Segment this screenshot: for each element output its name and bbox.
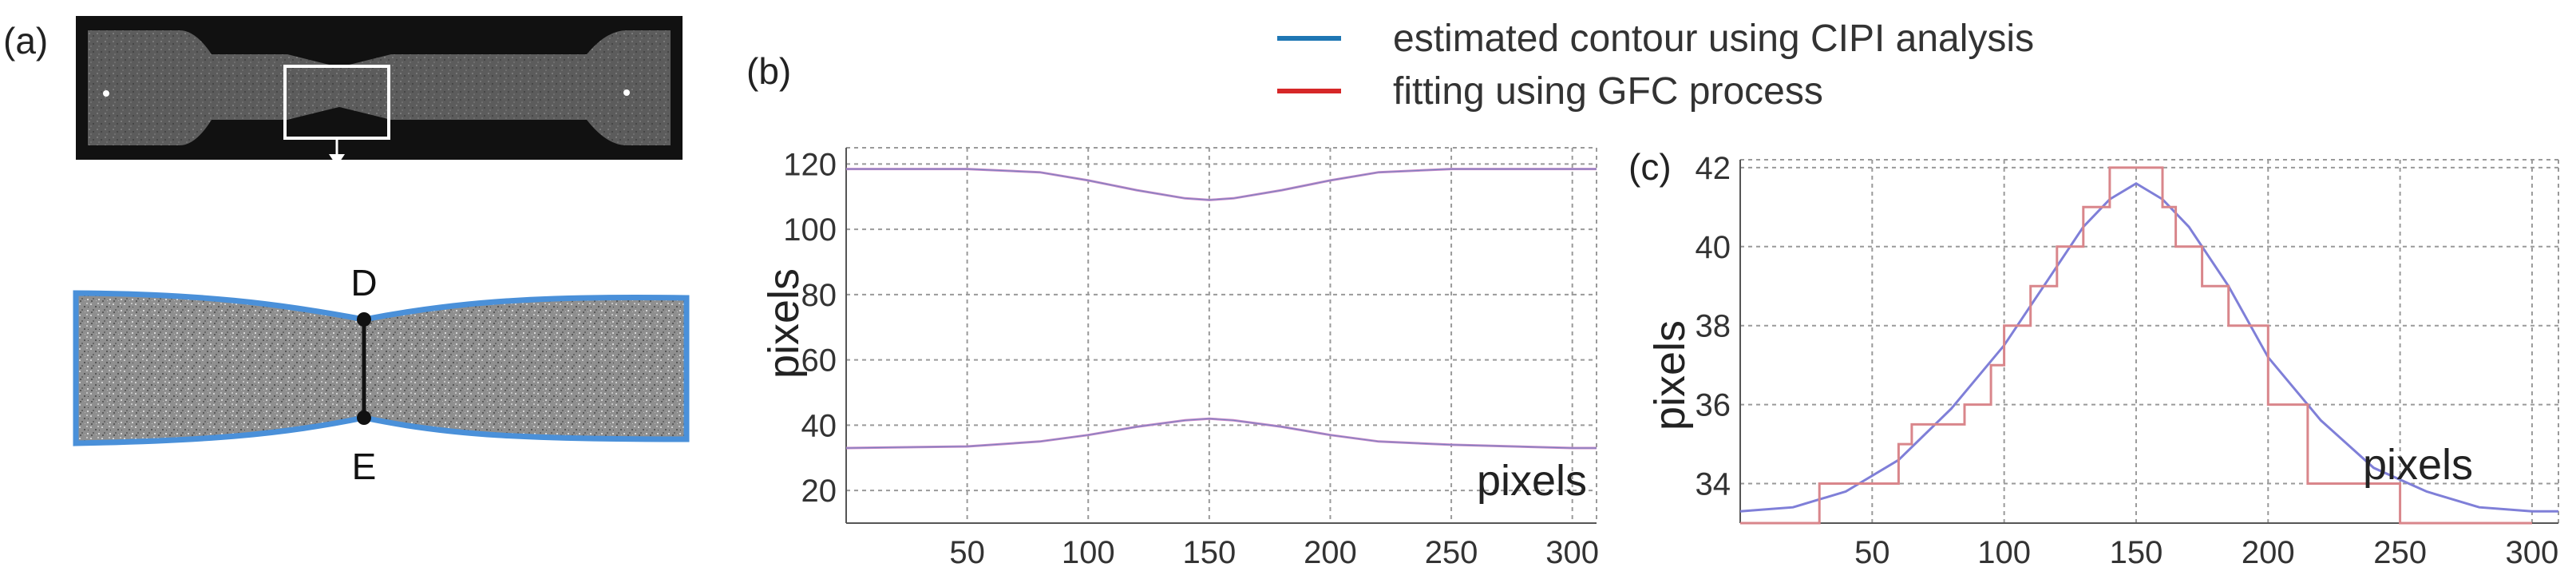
chart-b-xlabel: pixels — [1477, 457, 1587, 505]
chart-b: 50 100 150 200 250 300 20 40 60 80 100 120 pixels p… — [760, 147, 1599, 570]
y-tick-label: 38 — [1696, 309, 1731, 344]
panel-b-label: (b) — [746, 50, 792, 92]
x-tick-label: 150 — [2110, 535, 2163, 570]
chart-b-series — [845, 168, 1597, 450]
series-line-1 — [1739, 181, 2558, 513]
chart-c-ticks: 50 100 150 200 250 300 34 36 38 40 42 — [1696, 151, 2559, 570]
chart-c-grid — [1740, 159, 2559, 523]
x-tick-label: 250 — [1425, 535, 1478, 570]
y-tick-label: 80 — [801, 278, 837, 313]
x-tick-label: 300 — [2506, 535, 2559, 570]
legend-label-gfc: fitting using GFC process — [1393, 70, 1823, 113]
zoom-arrow-head — [329, 154, 345, 166]
x-tick-label: 300 — [1545, 535, 1599, 570]
zoomed-specimen — [73, 290, 690, 446]
point-e-label: E — [352, 446, 377, 487]
y-tick-label: 60 — [801, 343, 837, 379]
y-tick-label: 34 — [1696, 467, 1731, 502]
marker-dot-left — [103, 90, 109, 97]
series-line-1 — [846, 168, 1597, 201]
series-estimate-1 — [846, 169, 1597, 201]
series-line-2 — [845, 417, 1597, 450]
chart-b-axes — [845, 148, 1597, 524]
panel-c-label: (c) — [1628, 146, 1672, 188]
chart-b-grid — [846, 147, 1597, 523]
chart-c-xlabel: pixels — [2363, 441, 2473, 489]
series-estimate-2 — [845, 418, 1597, 449]
chart-c: 50 100 150 200 250 300 34 36 38 40 42 pixels pixel… — [1646, 151, 2559, 570]
x-tick-label: 200 — [1304, 535, 1357, 570]
chart-c-series — [1739, 166, 2558, 525]
x-tick-label: 200 — [2242, 535, 2295, 570]
legend-label-cipi: estimated contour using CIPI analysis — [1393, 18, 2034, 60]
point-d-marker — [357, 312, 371, 327]
y-tick-label: 42 — [1696, 151, 1731, 186]
point-d-label: D — [350, 262, 377, 303]
chart-c-ylabel: pixels — [1646, 320, 1694, 430]
x-tick-label: 100 — [1977, 535, 2031, 570]
series-line-2 — [1740, 166, 2532, 525]
x-tick-label: 100 — [1062, 535, 1115, 570]
y-tick-label: 120 — [783, 147, 837, 182]
y-tick-label: 40 — [1696, 230, 1731, 265]
marker-dot-right — [623, 89, 630, 96]
point-e-marker — [357, 411, 371, 425]
y-tick-label: 40 — [801, 408, 837, 443]
x-tick-label: 50 — [1854, 535, 1890, 570]
legend: estimated contour using CIPI analysis fi… — [1277, 18, 2034, 113]
chart-b-ylabel: pixels — [760, 268, 808, 379]
x-tick-label: 250 — [2373, 535, 2427, 570]
x-tick-label: 150 — [1182, 535, 1236, 570]
panel-a-label: (a) — [3, 20, 49, 61]
panel-a: D E — [73, 16, 690, 487]
y-tick-label: 100 — [783, 212, 837, 248]
chart-b-ticks: 50 100 150 200 250 300 20 40 60 80 100 120 — [783, 147, 1599, 570]
y-tick-label: 36 — [1696, 388, 1731, 423]
x-tick-label: 50 — [949, 535, 985, 570]
specimen-body — [88, 30, 671, 145]
y-tick-label: 20 — [801, 474, 837, 509]
